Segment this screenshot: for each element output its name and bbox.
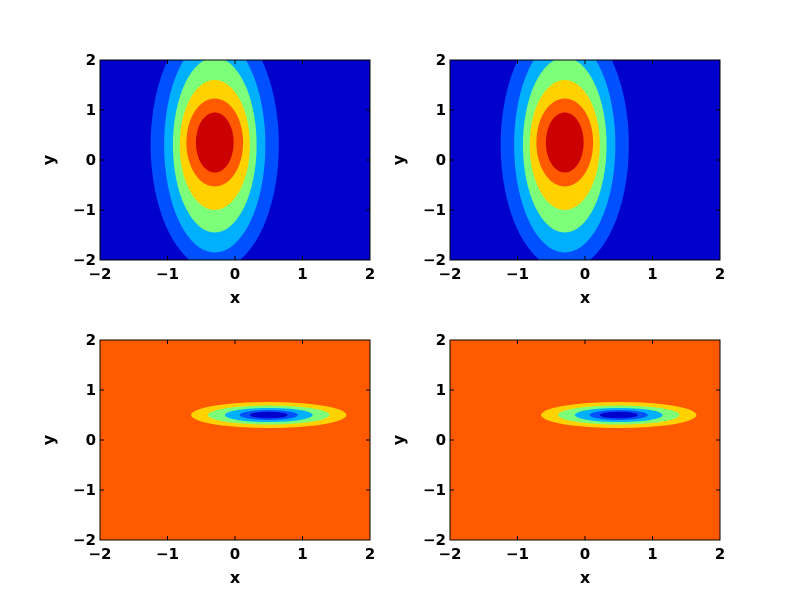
y-tick-label: 2	[86, 51, 96, 69]
y-tick-label: −2	[73, 251, 96, 269]
plot-area-top-left	[100, 60, 370, 260]
contour-level-6	[195, 112, 234, 173]
contour-level-6	[545, 112, 584, 173]
plot-area-bottom-right	[450, 340, 720, 540]
x-tick-label: 1	[297, 265, 307, 283]
y-axis-label: y	[389, 434, 408, 445]
subplot-bottom-left: −2 −1 0 1 2 −2 −1 0 1 2 x y	[39, 331, 375, 587]
x-tick-label: −1	[156, 545, 179, 563]
y-tick-label: 1	[436, 101, 446, 119]
x-axis-label: x	[230, 288, 241, 307]
y-tick-label: 0	[86, 151, 96, 169]
y-tick-label: −1	[73, 201, 96, 219]
x-axis-label: x	[580, 568, 591, 587]
x-tick-label: 0	[230, 545, 240, 563]
y-tick-label: 1	[86, 101, 96, 119]
x-tick-label: 2	[365, 265, 375, 283]
y-axis-label: y	[39, 434, 58, 445]
x-tick-label: −2	[88, 265, 111, 283]
x-axis-label: x	[580, 288, 591, 307]
y-axis-label: y	[389, 154, 408, 165]
plot-area-bottom-left	[100, 340, 370, 540]
y-tick-label: 0	[86, 431, 96, 449]
y-tick-label: −1	[423, 481, 446, 499]
y-tick-label: 0	[436, 431, 446, 449]
x-tick-label: 1	[297, 545, 307, 563]
x-tick-label: −2	[438, 545, 461, 563]
y-tick-label: −1	[73, 481, 96, 499]
y-tick-label: 0	[436, 151, 446, 169]
x-tick-label: −2	[88, 545, 111, 563]
x-tick-label: −2	[438, 265, 461, 283]
y-tick-label: 2	[86, 331, 96, 349]
x-tick-label: 2	[365, 545, 375, 563]
subplot-bottom-right: −2 −1 0 1 2 −2 −1 0 1 2 x y	[389, 331, 725, 587]
y-tick-label: −2	[423, 531, 446, 549]
x-tick-label: 0	[580, 545, 590, 563]
y-axis-label: y	[39, 154, 58, 165]
subplot-top-right: −2 −1 0 1 2 −2 −1 0 1 2 x y	[389, 51, 725, 307]
x-tick-label: −1	[506, 265, 529, 283]
y-tick-label: 1	[436, 381, 446, 399]
x-tick-label: 2	[715, 545, 725, 563]
y-tick-label: 2	[436, 51, 446, 69]
x-tick-label: −1	[156, 265, 179, 283]
contour-level-5	[249, 411, 288, 419]
y-tick-label: −2	[423, 251, 446, 269]
x-tick-label: 0	[580, 265, 590, 283]
x-tick-label: 1	[647, 265, 657, 283]
x-tick-label: 0	[230, 265, 240, 283]
contour-background	[100, 340, 370, 540]
x-tick-label: 2	[715, 265, 725, 283]
contour-level-5	[599, 411, 638, 419]
y-tick-label: 2	[436, 331, 446, 349]
contour-background	[450, 340, 720, 540]
subplot-top-left: −2 −1 0 1 2 −2 −1 0 1 2 x y	[39, 51, 375, 307]
x-axis-label: x	[230, 568, 241, 587]
plot-area-top-right	[450, 60, 720, 260]
x-tick-label: 1	[647, 545, 657, 563]
y-tick-label: 1	[86, 381, 96, 399]
y-tick-label: −1	[423, 201, 446, 219]
y-tick-label: −2	[73, 531, 96, 549]
x-tick-label: −1	[506, 545, 529, 563]
